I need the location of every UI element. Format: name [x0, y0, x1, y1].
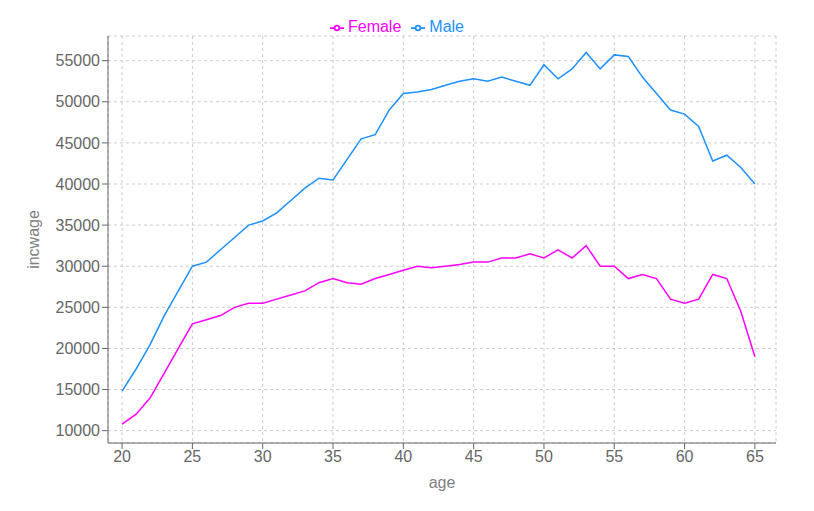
html-text:Male: Male [429, 18, 464, 35]
svg-text:55000: 55000 [56, 52, 101, 69]
svg-text:30000: 30000 [56, 258, 101, 275]
svg-text:40: 40 [394, 448, 412, 465]
svg-text:35000: 35000 [56, 217, 101, 234]
svg-text:10000: 10000 [56, 422, 101, 439]
svg-text:45: 45 [465, 448, 483, 465]
svg-text:65: 65 [746, 448, 764, 465]
svg-text:age: age [429, 474, 456, 491]
svg-text:55: 55 [605, 448, 623, 465]
svg-text:incwage: incwage [25, 210, 42, 269]
svg-text:45000: 45000 [56, 135, 101, 152]
svg-text:25: 25 [183, 448, 201, 465]
svg-text:50: 50 [535, 448, 553, 465]
svg-text:35: 35 [324, 448, 342, 465]
html-text:Female: Female [348, 18, 402, 35]
svg-text:25000: 25000 [56, 299, 101, 316]
svg-text:40000: 40000 [56, 176, 101, 193]
svg-text:50000: 50000 [56, 93, 101, 110]
svg-text:20: 20 [113, 448, 131, 465]
svg-text:30: 30 [254, 448, 272, 465]
svg-text:15000: 15000 [56, 381, 101, 398]
svg-text:20000: 20000 [56, 340, 101, 357]
svg-text:60: 60 [676, 448, 694, 465]
